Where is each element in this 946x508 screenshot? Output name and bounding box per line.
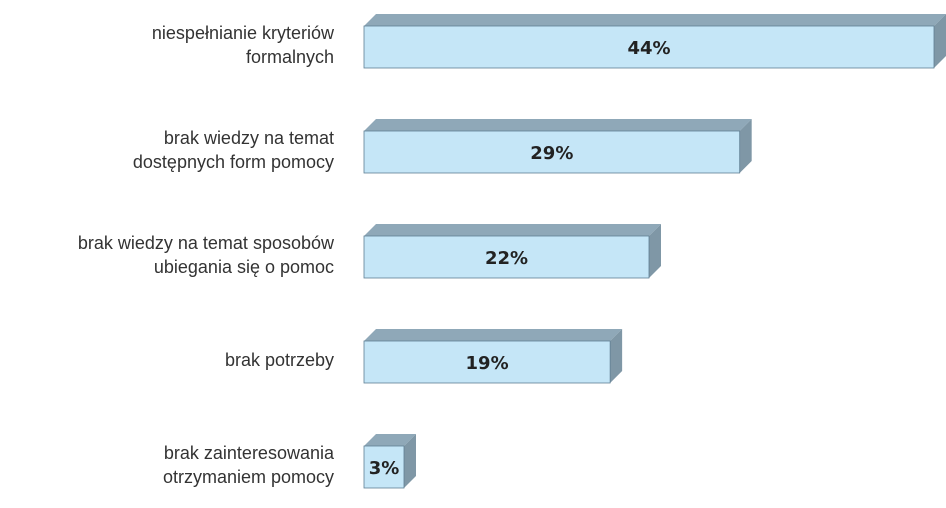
bar: [363, 340, 611, 384]
bar-top-face: [364, 224, 661, 236]
bar-group-2: 29%: [363, 119, 752, 174]
data-label: 44%: [627, 38, 670, 59]
data-label: 29%: [530, 143, 573, 164]
bar-side-face: [404, 434, 416, 488]
bar: [363, 130, 741, 174]
bar-side-face: [739, 119, 752, 173]
bar: [363, 235, 650, 279]
bar-side-face: [610, 329, 623, 383]
data-label: 22%: [485, 248, 528, 269]
bar-group-5: 3%: [363, 434, 416, 489]
bar: [363, 445, 405, 489]
category-label: brak wiedzy na temat sposobów ubiegania s…: [77, 233, 334, 277]
bar-group-1: 44%: [363, 14, 946, 69]
bar-group-3: 22%: [363, 224, 661, 279]
data-label: 19%: [466, 353, 509, 374]
category-label: brak potrzeby: [224, 350, 334, 370]
bar-side-face: [649, 224, 661, 278]
category-label: brak zainteresowania otrzymaniem pomocy: [162, 443, 334, 487]
bar: [363, 25, 935, 69]
bar-top-face: [364, 119, 752, 131]
category-label: niespełnianie kryteriów formalnych: [151, 23, 334, 67]
bar-side-face: [934, 14, 946, 68]
category-label: brak wiedzy na temat dostępnych form pomo…: [132, 128, 334, 172]
bar-group-4: 19%: [363, 329, 623, 384]
bar-top-face: [364, 434, 416, 446]
data-label: 3%: [369, 458, 400, 479]
bar-top-face: [364, 14, 946, 26]
bar-top-face: [364, 329, 623, 341]
